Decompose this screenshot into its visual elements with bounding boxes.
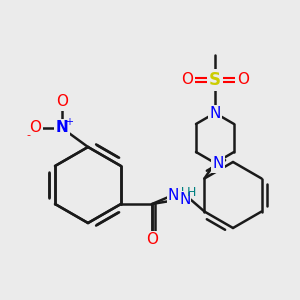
- Text: O: O: [146, 232, 158, 247]
- Text: O: O: [29, 121, 41, 136]
- Text: N: N: [209, 106, 221, 122]
- Text: S: S: [209, 71, 221, 89]
- Text: N: N: [167, 188, 179, 202]
- Text: O: O: [237, 73, 249, 88]
- Text: O: O: [56, 94, 68, 110]
- Text: H: H: [174, 185, 184, 199]
- Text: +: +: [65, 117, 73, 127]
- Text: -: -: [26, 130, 30, 140]
- Text: N: N: [56, 121, 68, 136]
- Text: H: H: [186, 185, 196, 199]
- Text: N: N: [212, 157, 224, 172]
- Text: O: O: [181, 73, 193, 88]
- Text: N: N: [179, 191, 191, 206]
